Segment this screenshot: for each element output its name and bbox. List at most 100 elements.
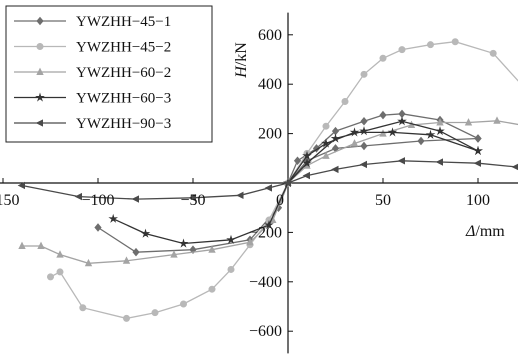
data-point [123,314,131,322]
legend-label: YWZHH−45−1 [76,14,171,30]
data-point [79,304,87,312]
legend-marker [36,42,44,50]
y-tick-label: −200 [249,224,282,241]
plot-area [17,38,518,322]
y-tick-label: −600 [249,323,282,340]
y-axis-unit: /kN [233,42,250,66]
data-point [170,250,178,258]
data-point [131,195,139,203]
data-point [435,158,444,166]
data-point [349,127,360,137]
x-tick-label: 50 [375,192,391,209]
data-point [151,309,159,317]
data-point [321,138,331,148]
data-point [360,116,368,126]
legend-item: YWZHH−45−1 [14,14,171,30]
legend-item: YWZHH−90−3 [14,116,171,132]
data-point [132,247,140,257]
x-tick-label: −100 [81,192,114,209]
data-point [227,265,235,273]
data-point [379,129,387,137]
data-point [322,122,330,130]
data-point [264,184,273,192]
data-point [180,300,188,308]
series-5 [17,157,518,203]
legend: YWZHH−45−1 YWZHH−45−2 YWZHH−60−2 YWZHH−60−3… [5,5,213,143]
data-point [208,245,216,253]
data-point [397,116,407,126]
data-point [37,241,45,249]
x-axis-unit: /mm [475,223,505,240]
data-point [56,250,64,258]
data-point [302,158,312,168]
data-point [178,238,189,248]
legend-label: YWZHH−60−2 [76,65,171,81]
y-tick-label: 400 [258,76,282,93]
data-point [84,258,93,267]
legend-label: YWZHH−45−2 [76,40,171,56]
data-point [359,126,369,136]
data-point [474,134,482,143]
data-point [398,46,406,54]
legend-item: YWZHH−60−3 [14,91,171,107]
x-tick-label: 100 [466,192,490,209]
data-point [425,129,436,139]
data-point [360,141,368,151]
data-point [189,245,197,254]
data-point [264,219,274,230]
data-point [188,194,196,202]
data-point [108,213,119,223]
legend-marker [36,16,44,26]
data-point [94,223,102,232]
data-point [451,38,459,46]
data-point [350,139,359,147]
legend-marker [35,119,44,127]
legend-item: YWZHH−60−2 [14,65,171,81]
y-tick-label: −400 [249,274,282,291]
data-point [302,150,312,160]
data-point [426,41,434,49]
x-axis-label: Δ/mm [465,223,505,240]
data-point [359,160,368,169]
data-point [330,133,341,143]
data-point [360,70,368,78]
data-point [473,159,482,167]
data-point [140,228,151,238]
data-point [473,145,483,155]
data-point [293,156,302,166]
data-point [397,157,406,165]
data-point [312,144,321,153]
data-point [511,163,518,171]
data-point [435,126,445,136]
data-point [322,151,330,159]
tick-labels: −150−100−50501001500−600−400−20020040060… [0,27,490,340]
y-tick-label: 600 [258,27,282,44]
x-axis-symbol: Δ [465,223,475,240]
y-axis-label: H/kN [233,42,250,79]
data-point [489,49,497,57]
data-point [283,179,292,187]
data-point [331,165,339,174]
data-point [246,237,254,246]
data-point [387,127,398,137]
series-line [112,120,479,245]
legend-item: YWZHH−45−2 [14,40,171,56]
data-point [18,241,26,249]
data-point [46,273,54,281]
data-point [341,97,349,105]
data-point [379,54,387,62]
data-point [122,256,131,264]
legend-label: YWZHH−90−3 [76,116,171,132]
y-axis-symbol: H [233,65,250,79]
x-tick-label: −150 [0,192,20,209]
data-point [17,181,26,190]
data-point [417,136,425,146]
data-point [302,171,311,180]
legend-marker [35,92,45,102]
data-point [464,118,473,126]
series-4 [108,116,483,248]
y-tick-label: 200 [258,126,282,143]
origin-tick-label: 0 [276,192,284,209]
x-tick-label: −50 [180,192,205,209]
